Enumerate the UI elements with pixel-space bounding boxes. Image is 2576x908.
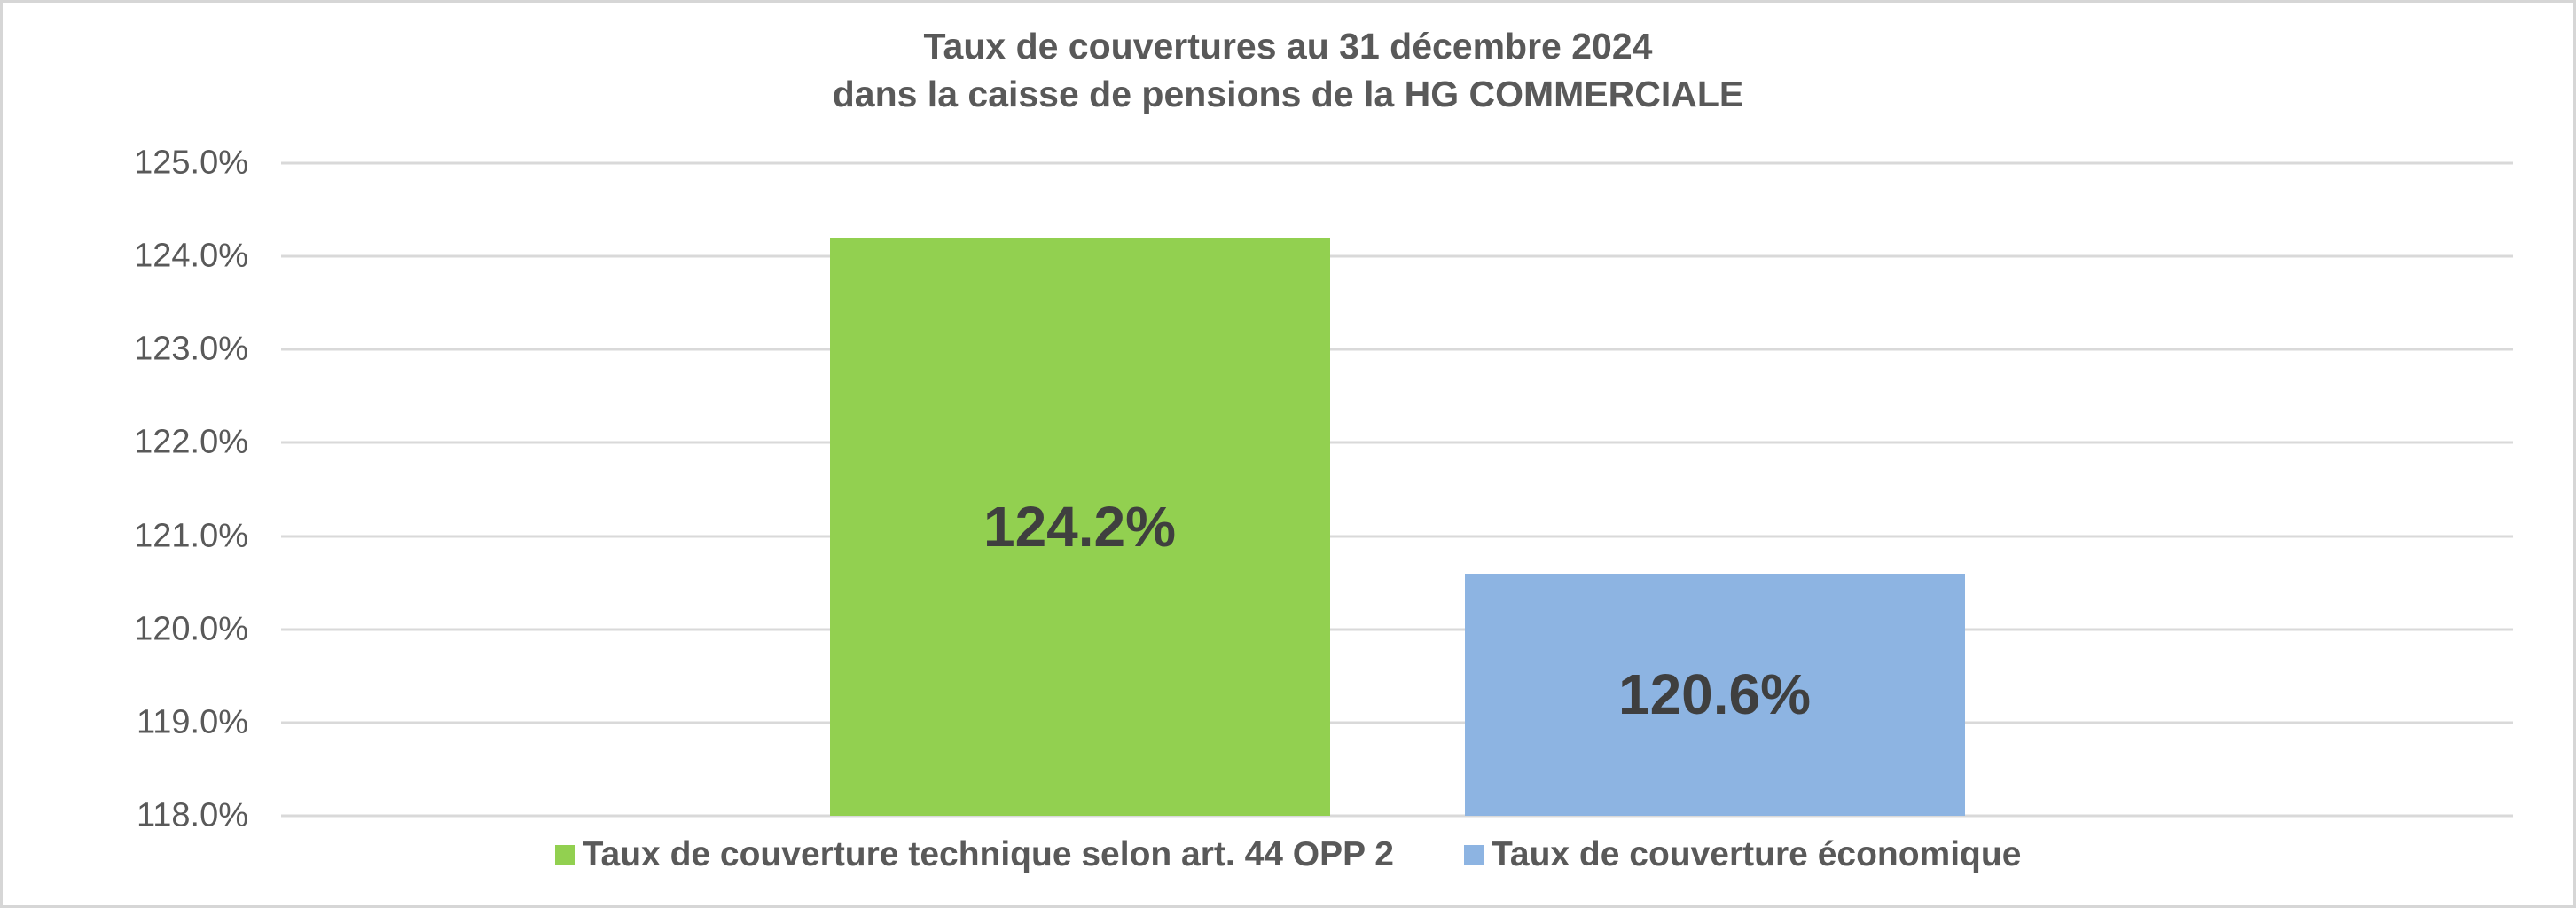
chart-title-line-2: dans la caisse de pensions de la HG COMM… — [832, 74, 1744, 114]
bar-taux-economique[interactable]: 120.6% — [1464, 573, 1965, 816]
legend-item-technique[interactable]: Taux de couverture technique selon art. … — [554, 835, 1394, 874]
plot-area: 124.2% 120.6% — [281, 161, 2513, 818]
y-axis-tick-label: 125.0% — [134, 144, 248, 182]
legend-label-technique: Taux de couverture technique selon art. … — [582, 835, 1394, 873]
bar-value-label-economique: 120.6% — [1617, 662, 1812, 727]
chart-title-line-1: Taux de couvertures au 31 décembre 2024 — [923, 26, 1653, 67]
legend-swatch-green-icon — [554, 845, 575, 865]
gridline — [281, 348, 2513, 351]
y-axis-tick-label: 120.0% — [134, 610, 248, 648]
gridline — [281, 721, 2513, 724]
y-axis-tick-label: 119.0% — [136, 703, 248, 741]
y-axis-tick-label: 121.0% — [134, 517, 248, 555]
y-axis-labels: 125.0% 124.0% 123.0% 122.0% 121.0% 120.0% 119.… — [3, 145, 248, 834]
legend: Taux de couverture technique selon art. … — [3, 830, 2573, 880]
legend-swatch-blue-icon — [1463, 845, 1484, 865]
gridline — [281, 814, 2513, 818]
gridline — [281, 441, 2513, 444]
y-axis-tick-label: 124.0% — [134, 237, 248, 275]
legend-label-economique: Taux de couverture économique — [1491, 835, 2022, 873]
gridline — [281, 161, 2513, 165]
chart-title: Taux de couvertures au 31 décembre 2024 … — [3, 22, 2573, 118]
y-axis-tick-label: 118.0% — [136, 796, 248, 834]
bar-value-label-technique: 124.2% — [983, 495, 1177, 560]
y-axis-tick-label: 122.0% — [134, 423, 248, 461]
gridlines — [281, 161, 2513, 818]
gridline — [281, 254, 2513, 258]
gridline — [281, 628, 2513, 631]
y-axis-tick-label: 123.0% — [134, 330, 248, 368]
gridline — [281, 535, 2513, 538]
bar-taux-technique[interactable]: 124.2% — [829, 238, 1330, 816]
legend-item-economique[interactable]: Taux de couverture économique — [1463, 835, 2022, 874]
